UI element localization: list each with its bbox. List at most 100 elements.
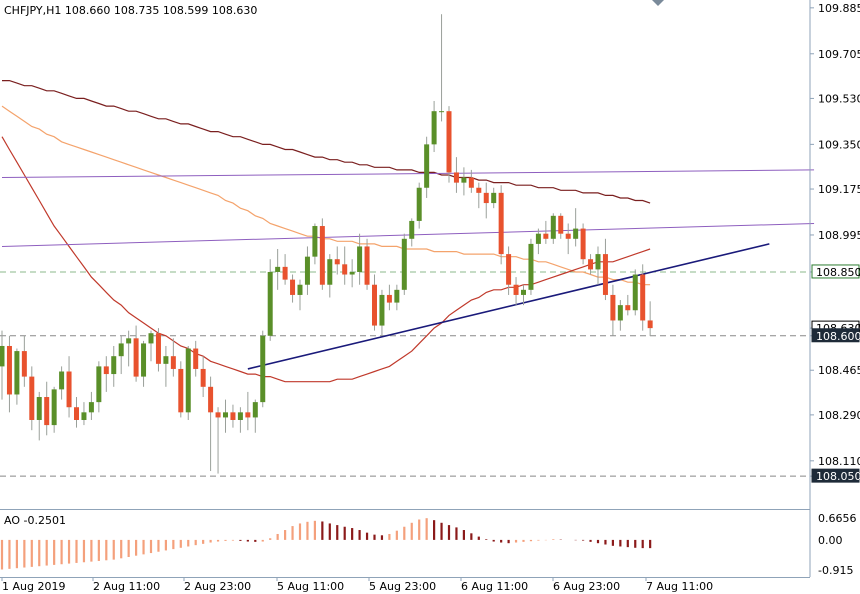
candle-body-60 xyxy=(446,111,452,173)
candle-body-31 xyxy=(230,412,236,420)
candle-body-24 xyxy=(178,368,184,413)
candle-body-6 xyxy=(44,397,50,426)
price-tick-5: 108.995 xyxy=(818,229,860,242)
candle-body-34 xyxy=(252,402,258,418)
candle-body-72 xyxy=(535,233,541,244)
candle-body-57 xyxy=(424,144,430,188)
candle-body-40 xyxy=(297,284,303,295)
candle-body-53 xyxy=(394,289,400,303)
candle-body-29 xyxy=(215,412,221,418)
candle-body-85 xyxy=(632,274,638,311)
time-tick-0: 1 Aug 2019 xyxy=(2,580,65,593)
candle-body-56 xyxy=(416,187,422,221)
candle-body-58 xyxy=(431,111,437,145)
time-tick-2: 2 Aug 23:00 xyxy=(184,580,251,593)
candle-body-4 xyxy=(29,376,35,420)
candle-body-7 xyxy=(51,389,57,426)
candle-body-54 xyxy=(401,238,407,290)
ao-tick-2: -0.915 xyxy=(818,564,853,577)
time-tick-5: 6 Aug 11:00 xyxy=(461,580,528,593)
price-label-3: 108.050 xyxy=(816,470,860,483)
ao-tick-1: 0.00 xyxy=(818,534,843,547)
candle-body-66 xyxy=(491,192,497,204)
time-axis-ticks: 1 Aug 2019 2 Aug 11:00 2 Aug 23:00 5 Aug 11… xyxy=(1,577,713,593)
candle-body-80 xyxy=(595,254,601,270)
candle-body-65 xyxy=(483,192,489,204)
candle-body-48 xyxy=(357,246,363,272)
candle-body-3 xyxy=(21,351,27,377)
ao-tick-0: 0.6656 xyxy=(818,512,857,525)
ma-line-0 xyxy=(2,79,651,204)
candle-body-41 xyxy=(304,256,310,285)
ao-label: AO -0.2501 xyxy=(4,514,66,527)
candle-body-49 xyxy=(364,246,370,285)
candle-body-73 xyxy=(543,233,549,239)
candle-body-69 xyxy=(513,284,519,295)
candle-body-59 xyxy=(439,111,445,113)
candle-body-17 xyxy=(126,338,132,344)
candle-body-15 xyxy=(111,356,117,375)
candle-body-83 xyxy=(617,305,623,321)
trendline-1[interactable] xyxy=(1,222,815,247)
time-tick-1: 2 Aug 11:00 xyxy=(93,580,160,593)
candle-body-35 xyxy=(260,335,266,403)
axes xyxy=(0,0,811,578)
price-tick-0: 109.885 xyxy=(818,2,860,15)
trendline-2[interactable] xyxy=(1,169,815,179)
time-tick-4: 5 Aug 23:00 xyxy=(369,580,436,593)
candle-body-47 xyxy=(349,271,355,275)
candle-body-19 xyxy=(141,343,147,377)
candle-body-71 xyxy=(528,243,534,290)
candle-body-18 xyxy=(133,338,139,377)
candle-body-46 xyxy=(342,264,348,275)
ao-axis-ticks: 0.6656 0.00 -0.915 xyxy=(818,512,857,577)
candle-body-42 xyxy=(312,226,318,257)
candle-body-62 xyxy=(461,177,467,183)
price-tick-3: 109.350 xyxy=(818,138,860,151)
candle-body-74 xyxy=(550,215,556,239)
price-tick-1: 109.705 xyxy=(818,48,860,61)
candle-body-39 xyxy=(290,279,296,295)
candle-body-27 xyxy=(200,368,206,387)
candle-body-2 xyxy=(14,351,20,395)
candle-body-20 xyxy=(148,333,154,344)
scroll-marker-icon[interactable] xyxy=(652,0,664,6)
trendline-0[interactable] xyxy=(247,243,770,370)
price-label-box-3 xyxy=(811,468,860,483)
candle-body-10 xyxy=(74,407,79,420)
candle-body-64 xyxy=(476,187,482,193)
candle-body-30 xyxy=(223,412,228,418)
price-tick-4: 109.175 xyxy=(818,183,860,196)
candle-body-28 xyxy=(208,386,214,413)
price-label-box-0 xyxy=(811,264,860,279)
chart-title: CHFJPY,H1 108.660 108.735 108.599 108.63… xyxy=(4,4,257,17)
price-tick-2: 109.530 xyxy=(818,92,860,105)
candle-body-1 xyxy=(6,345,12,395)
candle-body-79 xyxy=(588,259,594,270)
candle-body-82 xyxy=(610,294,616,321)
candle-body-23 xyxy=(170,356,176,369)
candle-body-45 xyxy=(334,259,340,265)
candle-body-52 xyxy=(386,294,392,303)
ma-line-1 xyxy=(1,105,651,286)
time-tick-7: 7 Aug 11:00 xyxy=(646,580,713,593)
candle-body-8 xyxy=(59,371,65,390)
candle-body-37 xyxy=(275,266,281,272)
candle-body-22 xyxy=(163,356,169,364)
candle-body-16 xyxy=(118,343,124,357)
candle-body-32 xyxy=(237,412,243,420)
price-label-box-2 xyxy=(811,328,860,343)
moving-averages xyxy=(1,79,651,383)
candle-body-13 xyxy=(96,366,102,403)
price-tick-11: 108.110 xyxy=(818,455,860,468)
candle-body-70 xyxy=(521,289,526,295)
candle-body-61 xyxy=(453,172,459,183)
candle-body-11 xyxy=(81,412,87,420)
candle-body-21 xyxy=(155,333,161,364)
candle-body-68 xyxy=(506,254,512,285)
candle-body-38 xyxy=(282,266,288,280)
candle-body-76 xyxy=(565,233,571,239)
trendlines[interactable] xyxy=(1,169,815,370)
